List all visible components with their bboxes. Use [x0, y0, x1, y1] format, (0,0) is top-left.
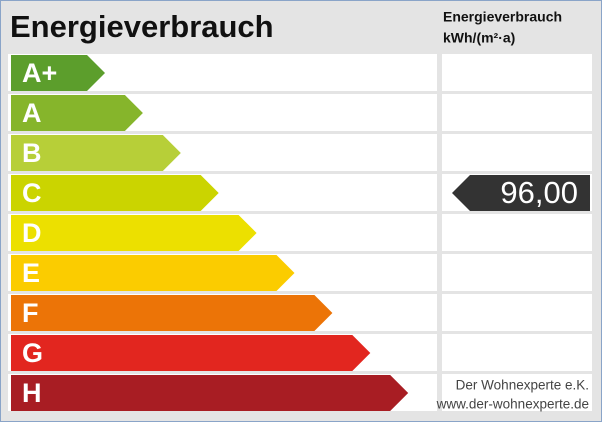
class-bar — [11, 55, 105, 91]
value-cell — [442, 254, 592, 291]
unit: kWh/(m²·a) — [443, 30, 515, 46]
footer-company: Der Wohnexperte e.K. — [456, 378, 589, 393]
value-cell — [442, 334, 592, 371]
unit-title: Energieverbrauch — [443, 9, 562, 25]
class-bar — [11, 335, 371, 371]
class-label: G — [22, 338, 43, 368]
class-bar — [11, 175, 219, 211]
value-text: 96,00 — [500, 175, 578, 210]
value-pointer — [452, 175, 590, 211]
class-bar — [11, 375, 409, 411]
class-label: E — [22, 258, 40, 288]
class-bar — [11, 95, 143, 131]
class-label: F — [22, 298, 39, 328]
class-bar — [11, 135, 181, 171]
value-cell — [442, 294, 592, 331]
value-cell — [442, 54, 592, 91]
value-cell — [442, 94, 592, 131]
class-label: H — [22, 378, 42, 408]
class-label: A — [22, 98, 42, 128]
class-label: D — [22, 218, 42, 248]
footer-website: www.der-wohnexperte.de — [436, 397, 589, 412]
class-bar — [11, 295, 333, 331]
class-label: C — [22, 178, 42, 208]
value-cell — [442, 214, 592, 251]
class-label: A+ — [22, 58, 57, 88]
title: Energieverbrauch — [10, 9, 274, 44]
class-label: B — [22, 138, 42, 168]
class-bar — [11, 215, 257, 251]
class-bar — [11, 255, 295, 291]
value-cell — [442, 374, 592, 411]
value-cell — [442, 134, 592, 171]
